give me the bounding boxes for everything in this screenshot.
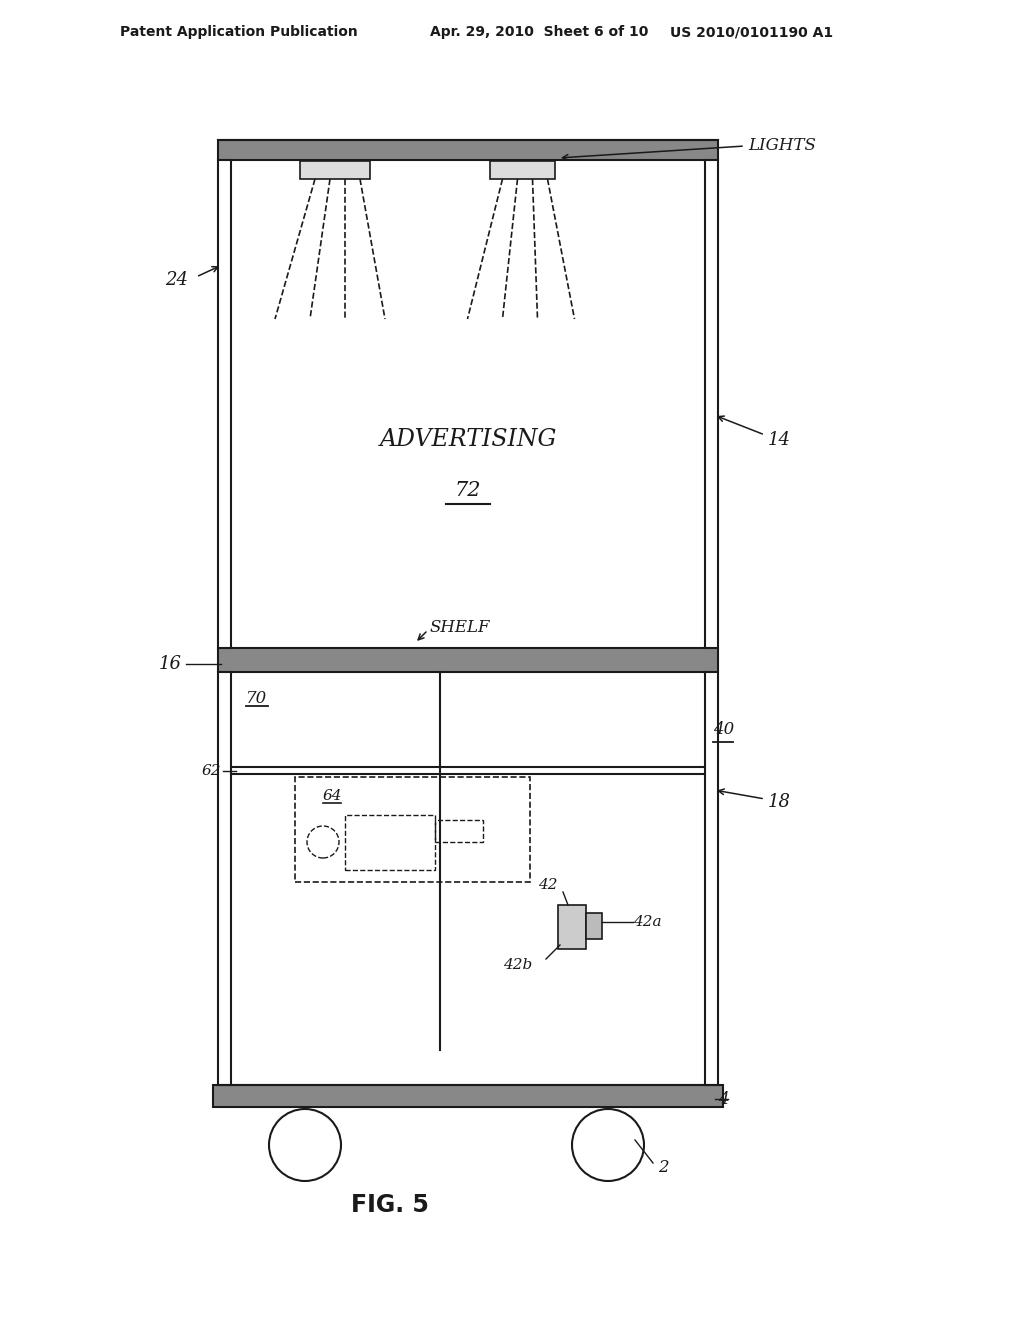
Text: ADVERTISING: ADVERTISING [379, 429, 557, 451]
Text: 42a: 42a [633, 915, 662, 929]
Bar [558, 906, 586, 949]
Text: Patent Application Publication: Patent Application Publication [120, 25, 357, 40]
Text: 42: 42 [539, 878, 558, 892]
Bar [218, 648, 718, 672]
Bar [295, 777, 530, 882]
Text: SHELF: SHELF [430, 619, 490, 636]
Bar [213, 1085, 723, 1107]
Bar [490, 161, 555, 180]
Text: 24: 24 [165, 271, 188, 289]
Text: LIGHTS: LIGHTS [748, 136, 816, 153]
Text: 64: 64 [323, 789, 342, 803]
Bar [586, 913, 602, 939]
Text: 42b: 42b [504, 958, 532, 972]
Text: 16: 16 [159, 655, 182, 673]
Text: 70: 70 [246, 690, 267, 708]
Text: 40: 40 [713, 722, 734, 738]
Text: 4: 4 [718, 1090, 729, 1107]
Text: Apr. 29, 2010  Sheet 6 of 10: Apr. 29, 2010 Sheet 6 of 10 [430, 25, 648, 40]
Text: 18: 18 [768, 793, 791, 810]
Text: FIG. 5: FIG. 5 [351, 1193, 429, 1217]
Bar [218, 140, 718, 160]
Text: 72: 72 [455, 480, 481, 499]
Text: 2: 2 [658, 1159, 669, 1176]
Bar [435, 820, 483, 842]
Bar [345, 814, 435, 870]
Bar [300, 161, 370, 180]
Text: 62: 62 [202, 764, 221, 777]
Text: 14: 14 [768, 432, 791, 449]
Text: US 2010/0101190 A1: US 2010/0101190 A1 [670, 25, 834, 40]
